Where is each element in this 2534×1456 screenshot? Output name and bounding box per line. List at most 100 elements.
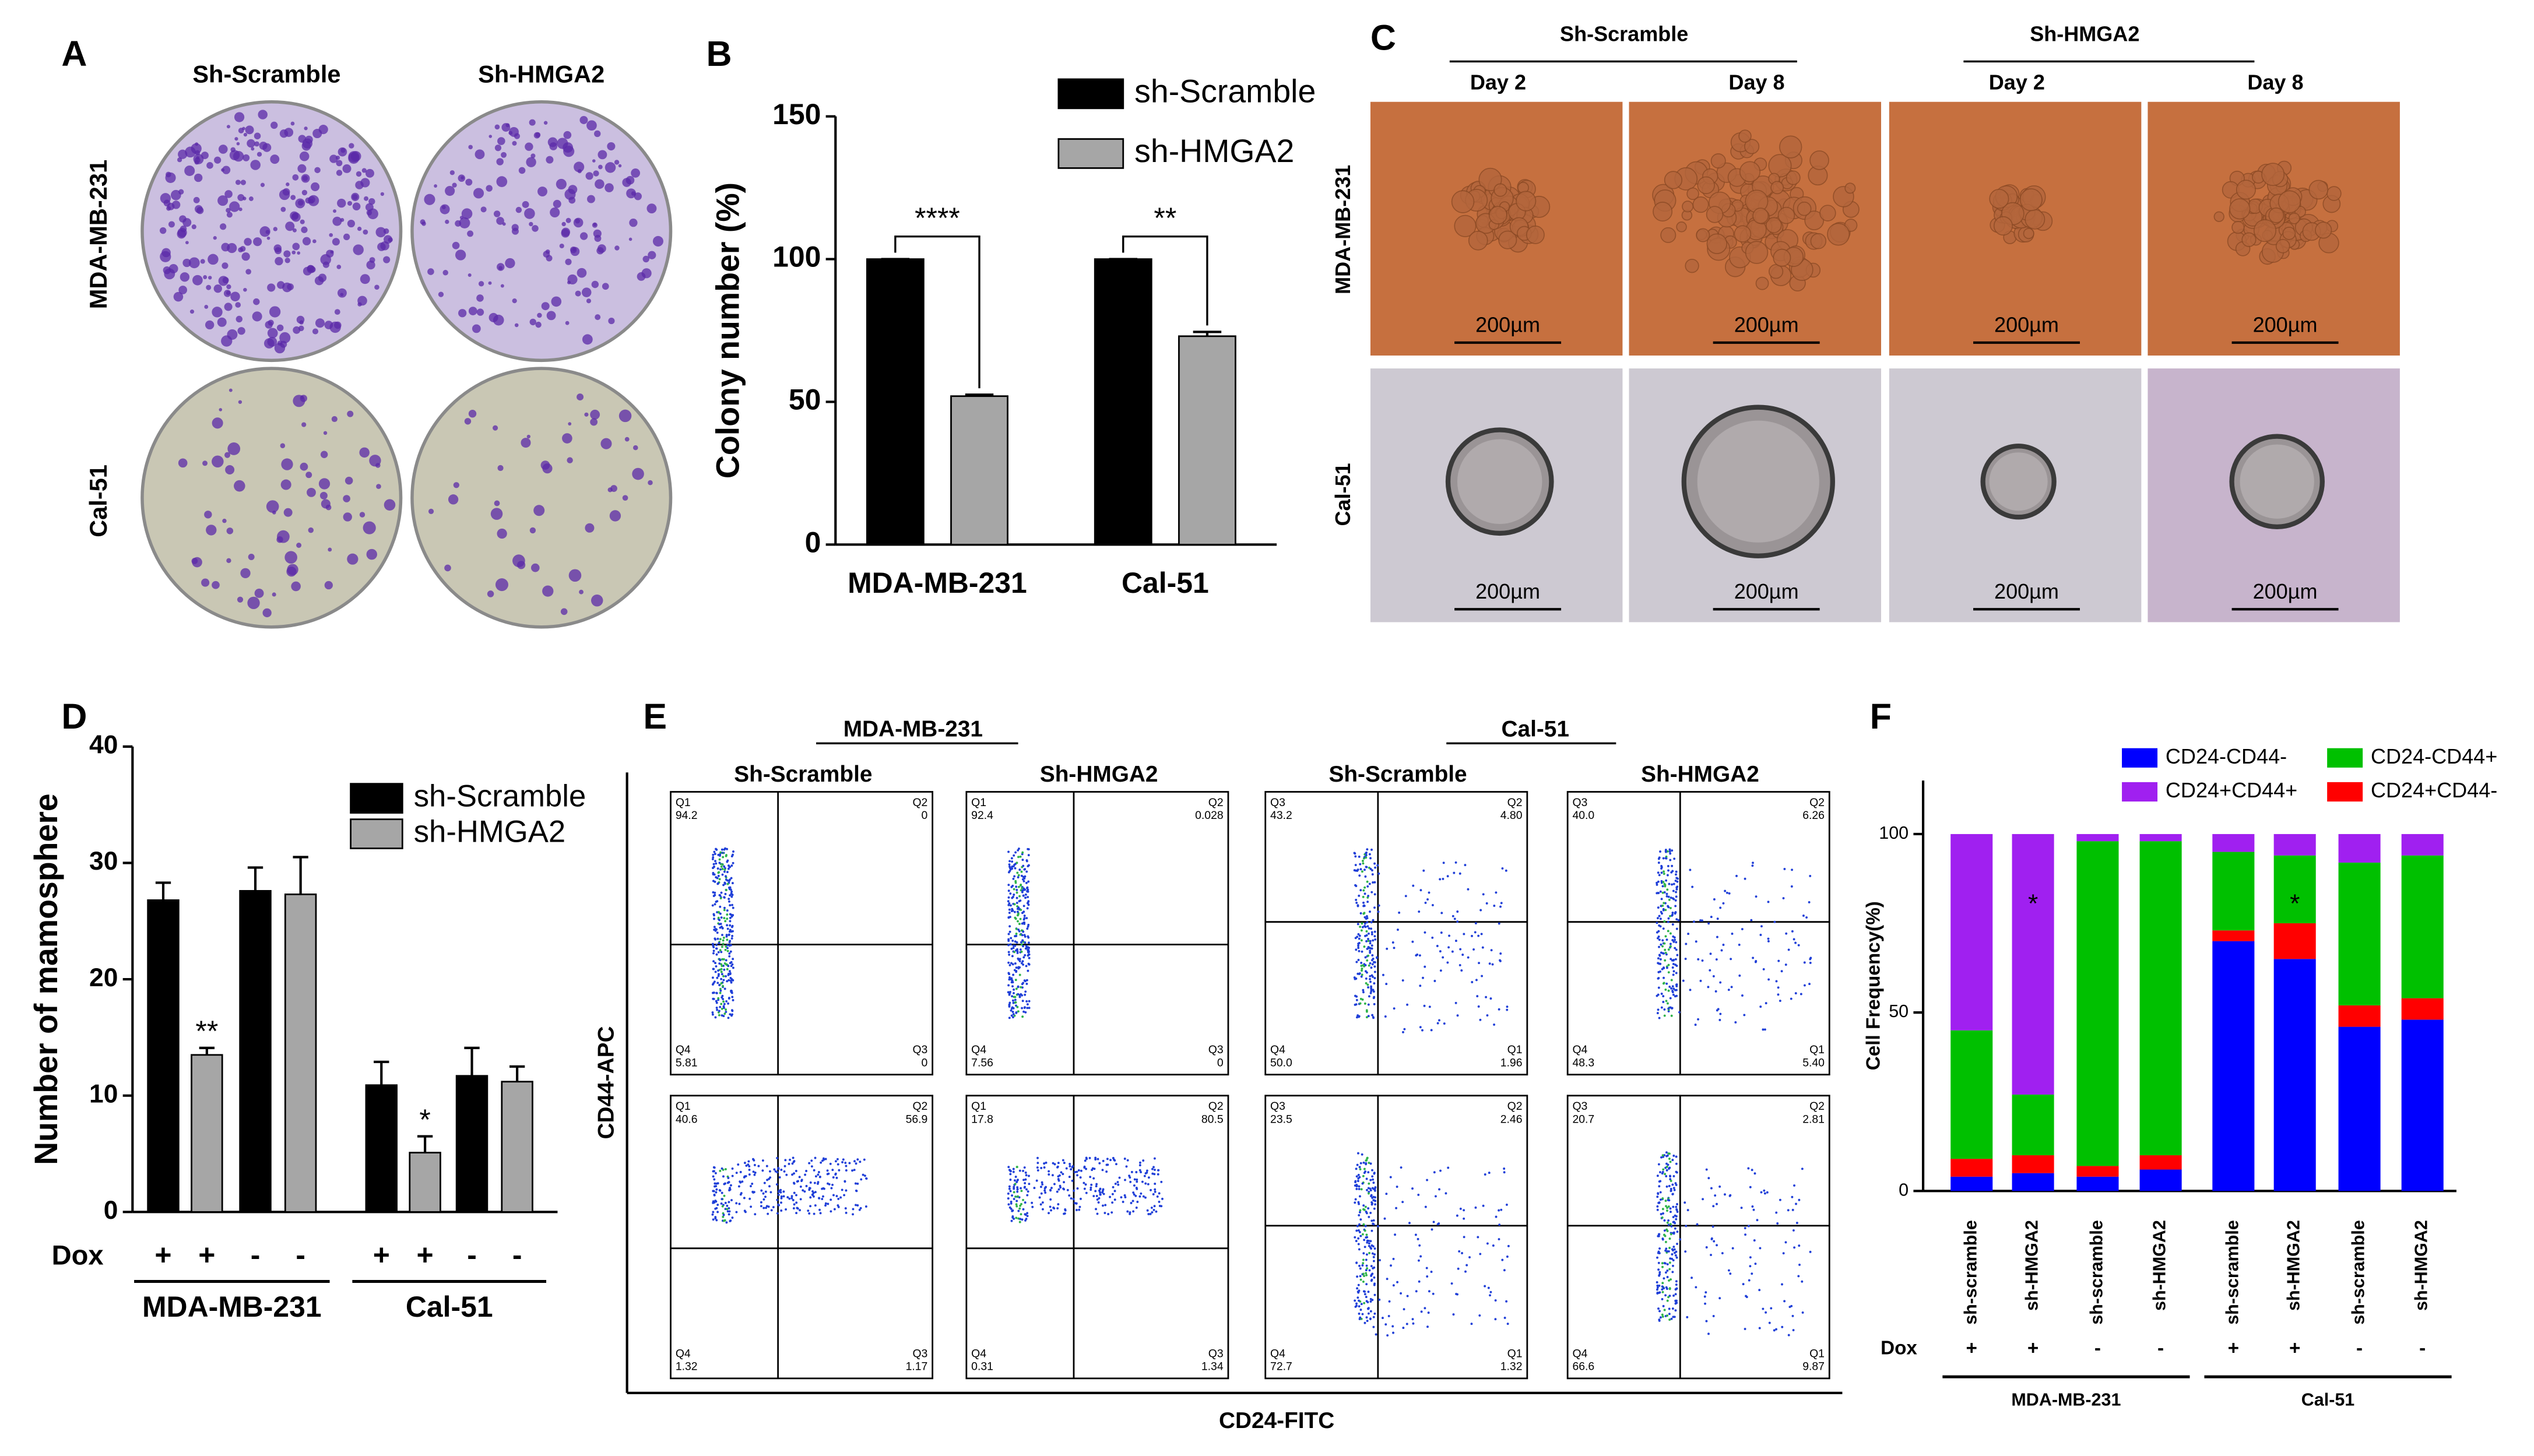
event (1024, 1213, 1027, 1216)
colony (364, 196, 369, 201)
event (1360, 1303, 1363, 1306)
event (1672, 1221, 1675, 1223)
event (1367, 1312, 1370, 1315)
event (835, 1176, 838, 1179)
event (1050, 1209, 1052, 1212)
event (1008, 1206, 1011, 1209)
event (1356, 972, 1359, 975)
colony (445, 185, 455, 196)
event (1022, 887, 1025, 890)
event (1098, 1197, 1101, 1200)
event (726, 847, 728, 850)
event (1499, 959, 1501, 962)
colony (586, 298, 592, 304)
event (1661, 939, 1664, 942)
event (1762, 1028, 1765, 1031)
event (1445, 1192, 1447, 1195)
quadrant-value: 23.5 (1270, 1113, 1292, 1126)
event (1373, 1247, 1376, 1250)
colony (476, 308, 484, 316)
event (1434, 1195, 1437, 1198)
event (748, 1173, 751, 1176)
event (1433, 980, 1436, 982)
event (1008, 1017, 1011, 1019)
event (842, 1158, 845, 1161)
quadrant-value: 5.40 (1802, 1056, 1825, 1069)
event (1361, 870, 1363, 873)
event (729, 973, 732, 976)
event (1366, 983, 1369, 986)
event (1008, 963, 1011, 966)
event (1370, 987, 1373, 990)
event (780, 1209, 783, 1212)
event (1689, 868, 1692, 871)
event (1670, 1187, 1672, 1190)
event (1668, 1307, 1671, 1310)
event (713, 917, 715, 920)
event (836, 1158, 839, 1160)
event (768, 1170, 771, 1173)
event (1672, 1316, 1675, 1318)
event (1362, 912, 1365, 915)
event (1017, 847, 1020, 850)
event (1358, 1185, 1361, 1188)
event (1090, 1183, 1093, 1186)
colony (461, 176, 465, 180)
event (1022, 930, 1025, 933)
event (1671, 1159, 1674, 1162)
cell (2282, 226, 2296, 240)
quadrant-value: 6.26 (1802, 809, 1825, 822)
event (1053, 1183, 1056, 1186)
event (1009, 1190, 1012, 1193)
event (1367, 940, 1370, 942)
cell (2025, 209, 2046, 230)
event (1669, 906, 1672, 909)
event (1368, 1182, 1370, 1185)
event (714, 938, 717, 941)
event (1012, 1167, 1015, 1170)
cell (1706, 233, 1728, 254)
event (1080, 1169, 1083, 1172)
event (1358, 1264, 1361, 1267)
event (1133, 1184, 1136, 1187)
colony (262, 608, 272, 618)
event (1436, 945, 1439, 947)
quadrant-name: Q2 (1809, 796, 1825, 809)
event (1665, 938, 1668, 941)
event (727, 1201, 730, 1204)
event (1036, 1166, 1039, 1169)
x-tick-label: + (417, 1239, 434, 1271)
colony (218, 145, 228, 154)
event (1697, 958, 1700, 961)
event (795, 1201, 798, 1204)
event (760, 1201, 762, 1204)
event (1027, 896, 1029, 898)
colony (488, 135, 493, 138)
event (729, 1013, 732, 1016)
event (1012, 1001, 1015, 1004)
event (1358, 894, 1361, 897)
colony (332, 238, 340, 246)
cell (1770, 181, 1784, 195)
colony (496, 158, 504, 166)
event (1691, 885, 1694, 888)
event (1675, 891, 1678, 894)
colony (234, 480, 245, 492)
colony (329, 321, 341, 333)
event (1372, 1222, 1375, 1225)
event (718, 958, 721, 961)
event (1365, 1296, 1368, 1299)
event (1665, 879, 1668, 882)
event (1663, 1309, 1666, 1311)
colony (291, 250, 296, 255)
event (1144, 1172, 1147, 1174)
event (1025, 979, 1028, 982)
event (1057, 1188, 1060, 1191)
event (1668, 1247, 1671, 1249)
event (1790, 885, 1793, 888)
event (754, 1171, 757, 1174)
colony (254, 141, 259, 147)
colony (455, 249, 466, 261)
event (712, 1170, 715, 1173)
event (1358, 1305, 1361, 1308)
